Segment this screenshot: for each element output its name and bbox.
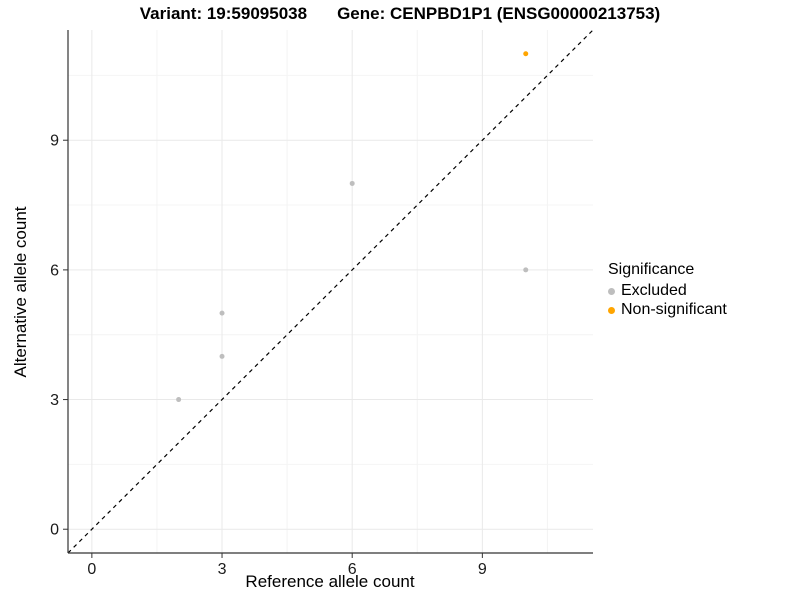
legend-dot-icon — [608, 306, 615, 314]
y-tick-label-3: 3 — [50, 392, 59, 409]
plot-title-gene: Gene: CENPBD1P1 (ENSG00000213753) — [337, 4, 661, 23]
data-point-excluded — [349, 180, 355, 186]
legend-item-non-significant: Non-significant — [608, 301, 727, 319]
y-axis-title: Alternative allele count — [11, 206, 30, 378]
x-axis-title: Reference allele count — [245, 572, 415, 591]
identity-line — [67, 29, 594, 554]
x-tick-label-6: 6 — [348, 561, 357, 578]
data-point-excluded — [176, 397, 182, 403]
legend: Significance Excluded Non-significant — [608, 261, 727, 320]
data-point-excluded — [219, 310, 225, 316]
y-tick-label-0: 0 — [50, 522, 59, 539]
legend-item-label: Excluded — [621, 282, 687, 299]
x-tick-label-9: 9 — [478, 561, 487, 578]
x-tick-label-3: 3 — [218, 561, 227, 578]
legend-item-excluded: Excluded — [608, 282, 727, 300]
plot-title: Variant: 19:59095038 Gene: CENPBD1P1 (EN… — [0, 4, 800, 24]
data-point-non-significant — [523, 51, 529, 57]
y-tick-label-9: 9 — [50, 133, 59, 150]
y-tick-label-6: 6 — [50, 262, 59, 279]
legend-dot-icon — [608, 287, 615, 295]
x-tick-label-0: 0 — [87, 561, 96, 578]
data-point-excluded — [219, 353, 225, 359]
plot-title-variant: Variant: 19:59095038 — [139, 4, 308, 23]
legend-item-label: Non-significant — [621, 301, 727, 318]
legend-items: Excluded Non-significant — [608, 282, 727, 319]
data-point-excluded — [523, 267, 529, 273]
legend-title: Significance — [608, 261, 695, 278]
